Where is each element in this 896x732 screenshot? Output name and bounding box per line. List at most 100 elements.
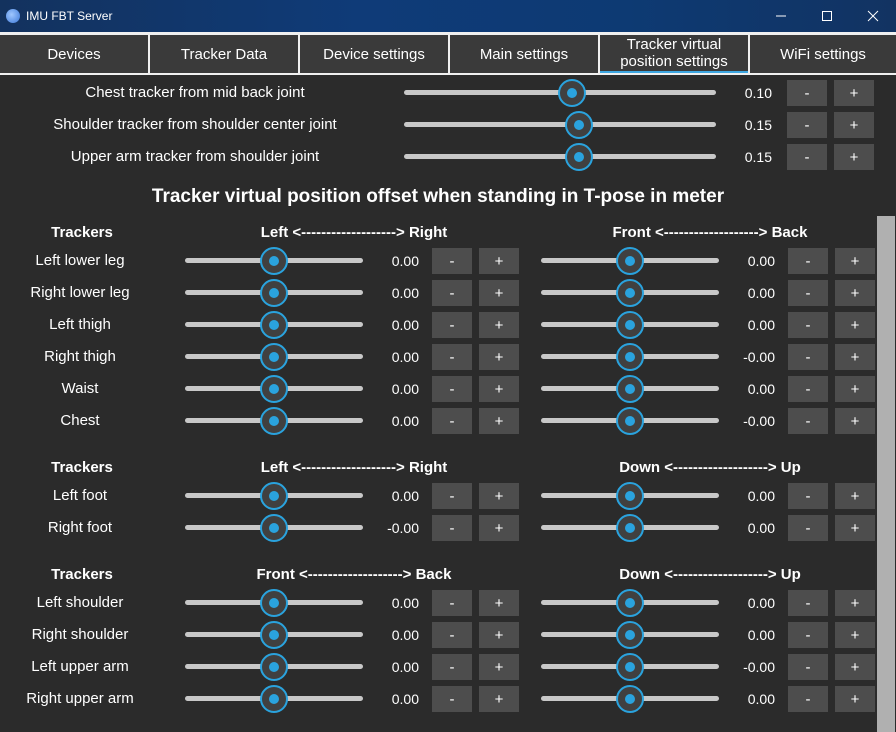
slider-thumb[interactable] (616, 343, 644, 371)
slider-thumb[interactable] (616, 247, 644, 275)
slider-thumb[interactable] (616, 685, 644, 713)
decrease-button[interactable]: - (787, 144, 827, 170)
maximize-button[interactable] (804, 0, 850, 32)
axis2-slider[interactable] (541, 685, 719, 713)
axis2-increase-button[interactable]: + (835, 280, 875, 306)
axis1-slider[interactable] (185, 514, 363, 542)
slider-thumb[interactable] (260, 343, 288, 371)
slider-thumb[interactable] (616, 653, 644, 681)
increase-button[interactable]: + (834, 80, 874, 106)
top-row-slider[interactable] (404, 79, 716, 107)
axis1-increase-button[interactable]: + (479, 312, 519, 338)
slider-thumb[interactable] (564, 143, 593, 171)
axis1-increase-button[interactable]: + (479, 248, 519, 274)
tab-tracker-data[interactable]: Tracker Data (150, 35, 298, 73)
tab-wifi-settings[interactable]: WiFi settings (750, 35, 896, 73)
scroll-thumb[interactable] (877, 216, 895, 732)
axis1-slider[interactable] (185, 685, 363, 713)
slider-thumb[interactable] (616, 514, 644, 542)
tab-device-settings[interactable]: Device settings (300, 35, 448, 73)
top-row-slider[interactable] (404, 143, 716, 171)
axis2-increase-button[interactable]: + (835, 248, 875, 274)
axis2-increase-button[interactable]: + (835, 483, 875, 509)
close-button[interactable] (850, 0, 896, 32)
axis1-increase-button[interactable]: + (479, 280, 519, 306)
slider-thumb[interactable] (260, 311, 288, 339)
axis2-slider[interactable] (541, 589, 719, 617)
axis1-increase-button[interactable]: + (479, 376, 519, 402)
axis2-decrease-button[interactable]: - (788, 408, 828, 434)
slider-thumb[interactable] (616, 311, 644, 339)
axis1-slider[interactable] (185, 343, 363, 371)
axis1-decrease-button[interactable]: - (432, 344, 472, 370)
axis2-slider[interactable] (541, 375, 719, 403)
axis2-increase-button[interactable]: + (835, 344, 875, 370)
axis2-decrease-button[interactable]: - (788, 312, 828, 338)
axis1-slider[interactable] (185, 375, 363, 403)
axis1-decrease-button[interactable]: - (432, 312, 472, 338)
axis2-slider[interactable] (541, 407, 719, 435)
vertical-scrollbar[interactable] (876, 75, 896, 732)
axis2-slider[interactable] (541, 482, 719, 510)
axis1-slider[interactable] (185, 311, 363, 339)
axis2-increase-button[interactable]: + (835, 312, 875, 338)
slider-thumb[interactable] (260, 279, 288, 307)
axis1-slider[interactable] (185, 653, 363, 681)
slider-thumb[interactable] (616, 621, 644, 649)
axis1-slider[interactable] (185, 482, 363, 510)
tab-devices[interactable]: Devices (0, 35, 148, 73)
axis2-decrease-button[interactable]: - (788, 248, 828, 274)
axis1-decrease-button[interactable]: - (432, 408, 472, 434)
axis2-increase-button[interactable]: + (835, 515, 875, 541)
slider-thumb[interactable] (260, 621, 288, 649)
slider-thumb[interactable] (616, 482, 644, 510)
slider-thumb[interactable] (260, 653, 288, 681)
axis1-decrease-button[interactable]: - (432, 654, 472, 680)
axis1-slider[interactable] (185, 247, 363, 275)
axis2-slider[interactable] (541, 514, 719, 542)
slider-thumb[interactable] (260, 407, 288, 435)
axis2-slider[interactable] (541, 311, 719, 339)
axis1-slider[interactable] (185, 407, 363, 435)
decrease-button[interactable]: - (787, 80, 827, 106)
axis2-decrease-button[interactable]: - (788, 483, 828, 509)
top-row-slider[interactable] (404, 111, 716, 139)
increase-button[interactable]: + (834, 144, 874, 170)
slider-thumb[interactable] (564, 111, 593, 139)
tab-main-settings[interactable]: Main settings (450, 35, 598, 73)
axis2-slider[interactable] (541, 279, 719, 307)
slider-thumb[interactable] (260, 589, 288, 617)
tab-tracker-virtual-position[interactable]: Tracker virtual position settings (600, 35, 748, 73)
axis2-decrease-button[interactable]: - (788, 654, 828, 680)
axis2-increase-button[interactable]: + (835, 590, 875, 616)
axis1-increase-button[interactable]: + (479, 654, 519, 680)
axis1-decrease-button[interactable]: - (432, 376, 472, 402)
axis1-increase-button[interactable]: + (479, 590, 519, 616)
slider-thumb[interactable] (260, 685, 288, 713)
axis2-slider[interactable] (541, 653, 719, 681)
axis2-decrease-button[interactable]: - (788, 280, 828, 306)
axis2-slider[interactable] (541, 621, 719, 649)
increase-button[interactable]: + (834, 112, 874, 138)
axis1-slider[interactable] (185, 621, 363, 649)
axis2-increase-button[interactable]: + (835, 654, 875, 680)
slider-thumb[interactable] (260, 247, 288, 275)
axis1-decrease-button[interactable]: - (432, 280, 472, 306)
slider-thumb[interactable] (616, 375, 644, 403)
slider-thumb[interactable] (260, 482, 288, 510)
axis2-slider[interactable] (541, 247, 719, 275)
axis1-increase-button[interactable]: + (479, 344, 519, 370)
slider-thumb[interactable] (616, 589, 644, 617)
axis2-decrease-button[interactable]: - (788, 622, 828, 648)
axis2-increase-button[interactable]: + (835, 686, 875, 712)
axis1-decrease-button[interactable]: - (432, 483, 472, 509)
axis1-decrease-button[interactable]: - (432, 248, 472, 274)
axis1-decrease-button[interactable]: - (432, 622, 472, 648)
axis1-increase-button[interactable]: + (479, 686, 519, 712)
axis2-decrease-button[interactable]: - (788, 590, 828, 616)
axis1-increase-button[interactable]: + (479, 622, 519, 648)
axis1-decrease-button[interactable]: - (432, 686, 472, 712)
axis1-increase-button[interactable]: + (479, 408, 519, 434)
slider-thumb[interactable] (260, 375, 288, 403)
decrease-button[interactable]: - (787, 112, 827, 138)
